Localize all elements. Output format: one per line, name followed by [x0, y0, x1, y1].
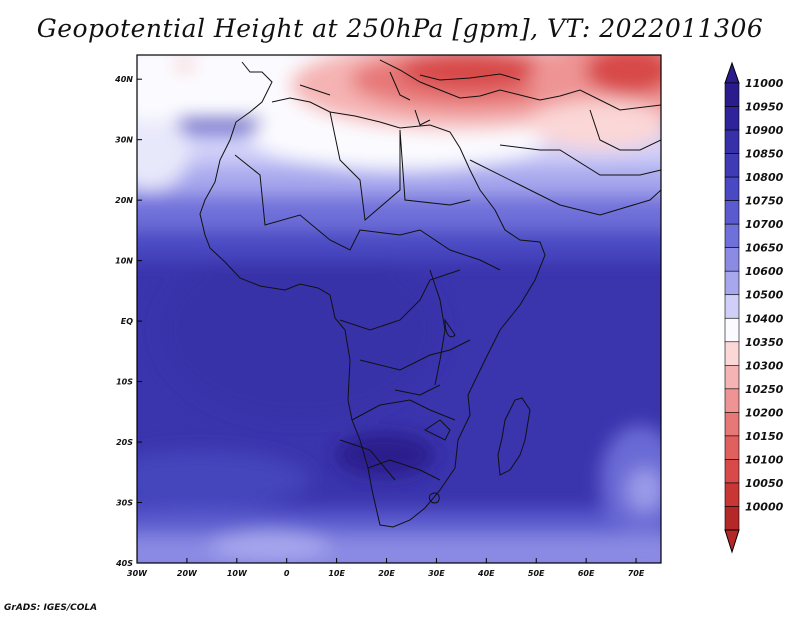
colorbar-bottom-arrow: [724, 529, 740, 554]
colorbar-label: 10500: [745, 289, 784, 302]
colorbar-label: 10350: [745, 336, 784, 349]
credit-text: GrADS: IGES/COLA: [4, 603, 98, 613]
colorbar-swatch: [724, 247, 740, 272]
chart-title: Geopotential Height at 250hPa [gpm], VT:…: [36, 14, 764, 43]
colorbar-swatch: [724, 153, 740, 178]
lon-tick-label: 30W: [127, 569, 148, 578]
coastlines: [199, 59, 661, 528]
colorbar-label: 10050: [745, 477, 784, 490]
geopotential-field: [137, 55, 661, 563]
colorbar-label: 10950: [745, 101, 784, 114]
lon-tick-label: 0: [284, 569, 290, 578]
lon-tick-label: 10W: [227, 569, 248, 578]
colorbar: 11000 10950 10900 10850 10800 10750 10700 10650…: [724, 61, 784, 554]
colorbar-label: 10700: [745, 218, 784, 231]
colorbar-swatch: [724, 294, 740, 319]
colorbar-swatch: [724, 459, 740, 484]
colorbar-swatch: [724, 82, 740, 107]
colorbar-label: 10900: [745, 124, 784, 137]
lon-tick-label: 30E: [428, 569, 445, 578]
lat-tick-label: 10N: [115, 257, 133, 266]
lat-tick-label: 30S: [116, 499, 133, 508]
lat-tick-label: EQ: [121, 317, 133, 326]
lat-tick-label: 20S: [116, 438, 133, 447]
colorbar-swatch: [724, 341, 740, 366]
colorbar-label: 10650: [745, 242, 784, 255]
colorbar-swatch: [724, 506, 740, 531]
colorbar-label: 11000: [745, 77, 784, 90]
colorbar-swatch: [724, 388, 740, 413]
lat-tick-label: 10S: [116, 378, 133, 387]
colorbar-label: 10100: [745, 453, 784, 466]
lat-tick-label: 40S: [115, 559, 133, 568]
lat-tick-label: 30N: [115, 136, 133, 145]
colorbar-swatch: [724, 270, 740, 296]
lon-tick-label: 60E: [578, 569, 595, 578]
lon-tick-label: 20W: [177, 569, 198, 578]
colorbar-label: 10300: [745, 359, 784, 372]
colorbar-label: 10850: [745, 148, 784, 161]
lon-tick-label: 40E: [477, 569, 495, 578]
colorbar-label: 10150: [745, 430, 784, 443]
colorbar-swatch: [724, 317, 740, 343]
colorbar-label: 10750: [745, 195, 784, 208]
lon-tick-label: 70E: [628, 569, 645, 578]
colorbar-label: 10400: [745, 312, 784, 325]
colorbar-swatch: [724, 200, 740, 225]
map-axes: 30W 20W 10W 0 10E 20E 30E 40E 50E 60E 70E 40N 30N 20N…: [114, 75, 645, 578]
colorbar-swatch: [724, 412, 740, 437]
lon-tick-label: 50E: [528, 569, 545, 578]
colorbar-swatch: [724, 106, 740, 131]
colorbar-swatch: [724, 176, 740, 201]
colorbar-label: 10000: [745, 500, 784, 513]
map-frame: [136, 54, 662, 564]
lat-tick-label: 40N: [114, 75, 133, 84]
colorbar-swatch: [724, 365, 740, 390]
colorbar-top-arrow: [724, 61, 740, 84]
lon-tick-label: 20E: [378, 569, 395, 578]
lat-tick-label: 20N: [115, 196, 133, 205]
colorbar-swatch: [724, 223, 740, 248]
colorbar-swatch: [724, 129, 740, 154]
colorbar-swatch: [724, 482, 740, 507]
colorbar-label: 10600: [745, 265, 784, 278]
colorbar-label: 10800: [745, 171, 784, 184]
lon-tick-label: 10E: [328, 569, 345, 578]
colorbar-swatch: [724, 435, 740, 460]
colorbar-label: 10250: [745, 383, 784, 396]
colorbar-label: 10200: [745, 406, 784, 419]
